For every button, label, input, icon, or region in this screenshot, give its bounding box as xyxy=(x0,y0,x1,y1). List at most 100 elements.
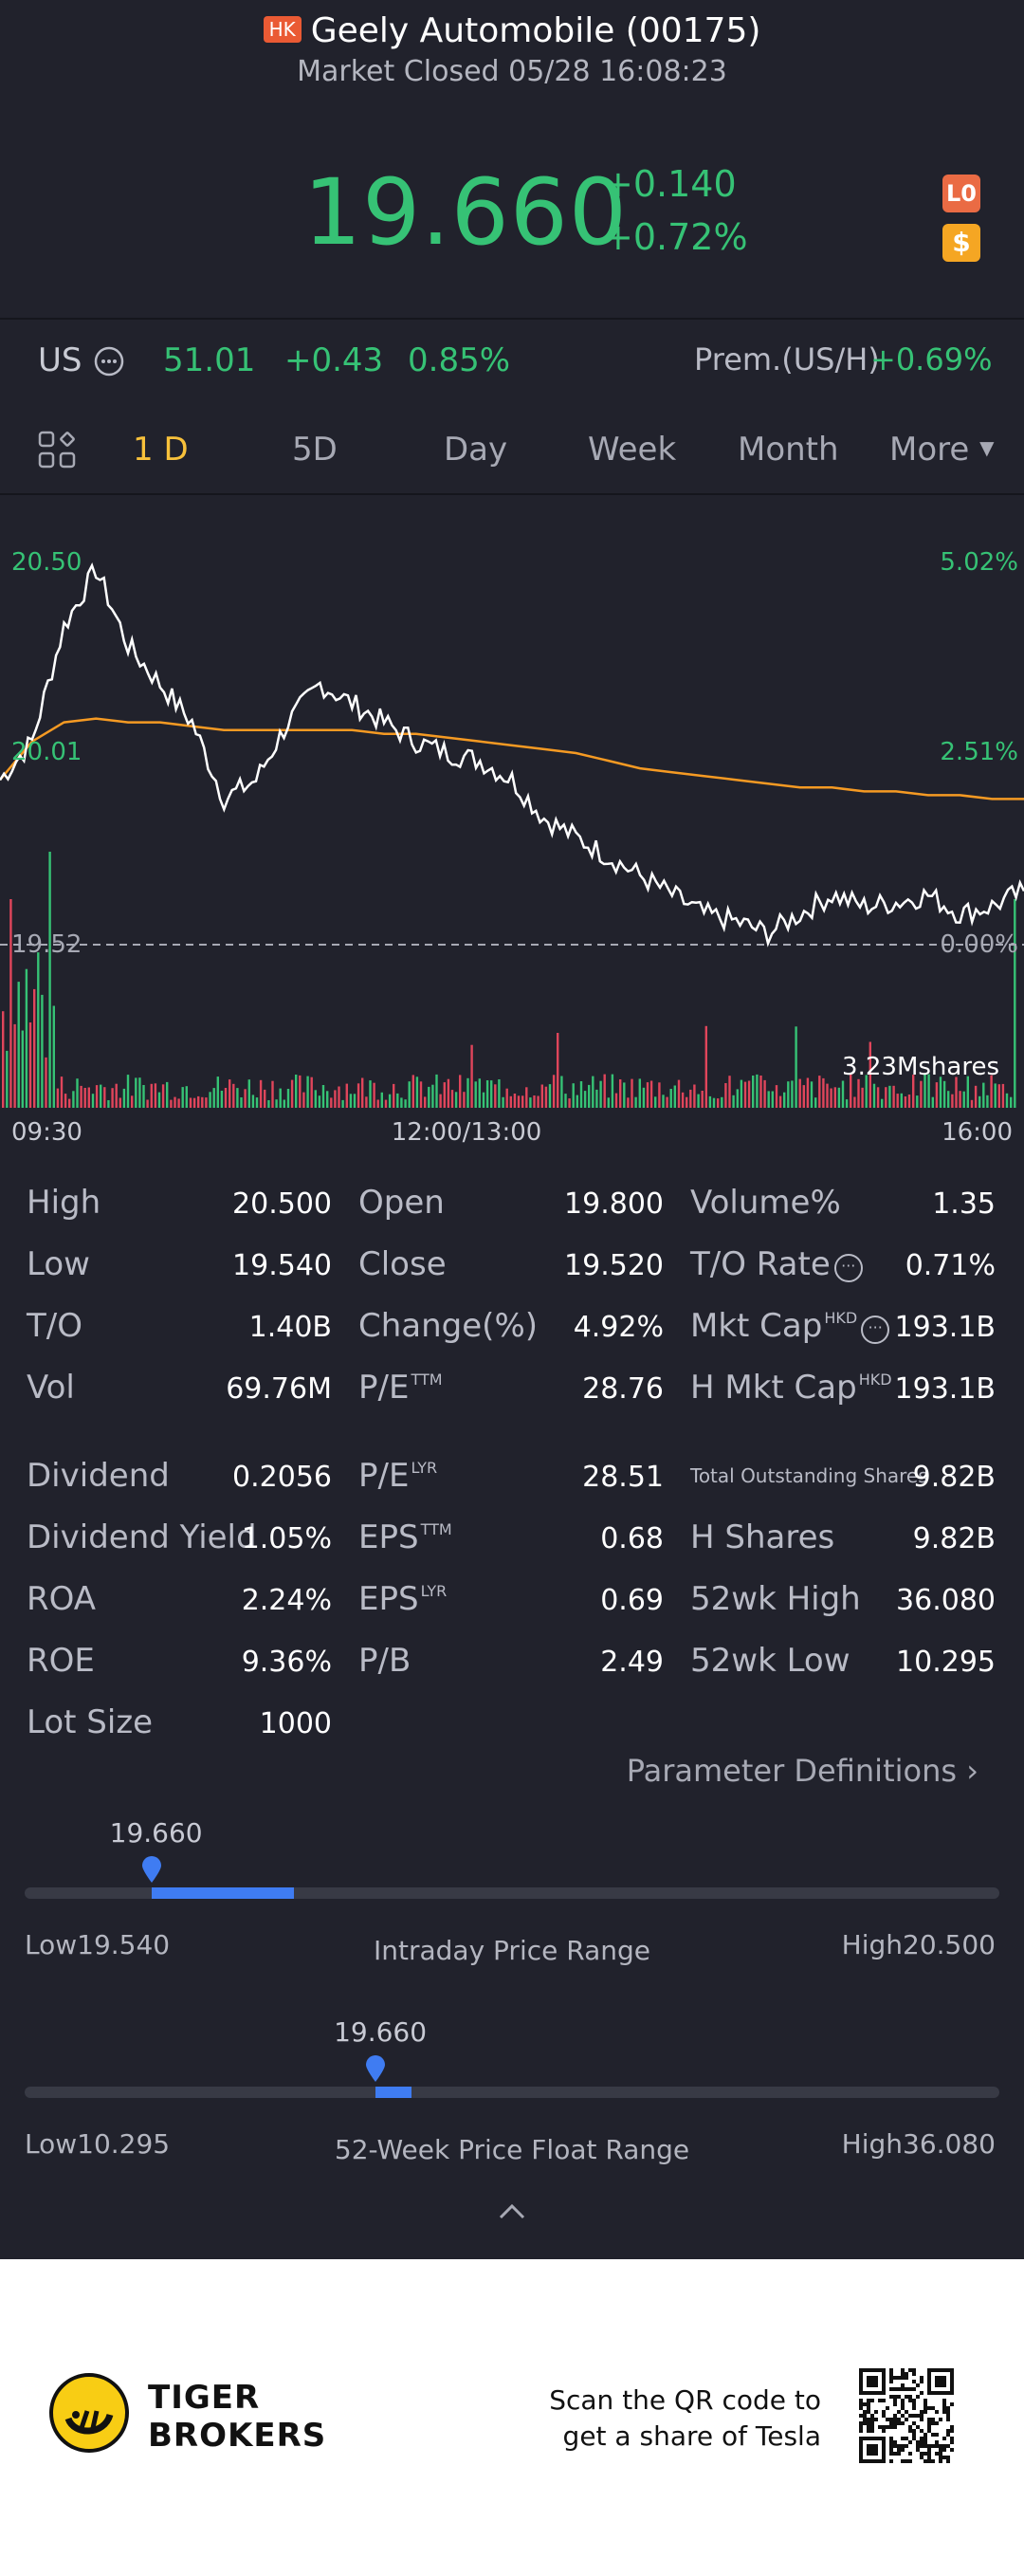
qr-module xyxy=(867,2402,870,2406)
volume-bar xyxy=(939,1076,942,1108)
volume-bar xyxy=(962,1091,965,1108)
low-value: 19.540 xyxy=(232,1249,332,1282)
qr-module xyxy=(920,2414,923,2418)
layout-grid-icon[interactable] xyxy=(38,431,78,470)
qr-module xyxy=(901,2448,905,2452)
qr-module xyxy=(867,2406,870,2410)
volume-bar xyxy=(52,1005,55,1108)
qr-module xyxy=(870,2429,874,2433)
volume-bar xyxy=(345,1083,348,1108)
lot-size-label: Lot Size xyxy=(27,1703,154,1741)
tab-5d[interactable]: 5D xyxy=(292,431,338,469)
volume-bar xyxy=(161,1084,165,1108)
dollar-icon[interactable]: $ xyxy=(942,224,980,262)
volume-bar xyxy=(119,1097,121,1108)
qr-module xyxy=(882,2414,886,2418)
brand-line-2: BROKERS xyxy=(148,2417,327,2455)
qr-module xyxy=(946,2444,950,2448)
qr-module xyxy=(931,2433,935,2437)
qr-module xyxy=(863,2410,867,2414)
parameter-definitions-link[interactable]: Parameter Definitions › xyxy=(627,1753,978,1789)
info-icon[interactable]: ··· xyxy=(833,1254,863,1282)
qr-module xyxy=(893,2399,897,2402)
qr-module xyxy=(908,2452,912,2456)
qr-module xyxy=(923,2399,927,2402)
tab-month[interactable]: Month xyxy=(738,431,839,469)
volume-bar xyxy=(557,1033,559,1108)
market-badge: HK xyxy=(263,16,302,43)
volume-bar xyxy=(614,1093,618,1108)
volume-bar xyxy=(48,852,51,1108)
qr-module xyxy=(882,2425,886,2429)
qr-module xyxy=(923,2444,927,2448)
qr-module xyxy=(901,2437,905,2440)
tab-day[interactable]: Day xyxy=(444,431,508,469)
more-info-icon[interactable] xyxy=(93,345,125,377)
parameter-definitions-label: Parameter Definitions xyxy=(626,1753,958,1789)
volume-bar xyxy=(279,1088,282,1108)
qr-module xyxy=(870,2418,874,2421)
volume-bar xyxy=(1005,1093,1009,1108)
mkt-cap-text: Mkt Cap xyxy=(690,1307,823,1345)
eps-ttm-text: EPS xyxy=(358,1518,419,1556)
qr-module xyxy=(901,2421,905,2425)
qr-module xyxy=(905,2395,908,2399)
qr-module xyxy=(912,2429,916,2433)
volume-bar xyxy=(885,1087,887,1108)
qr-module xyxy=(946,2410,950,2414)
volume-bar xyxy=(393,1083,395,1108)
volume-bar xyxy=(485,1080,489,1108)
qr-module xyxy=(942,2448,946,2452)
tab-more[interactable]: More ▼ xyxy=(889,431,995,469)
qr-module xyxy=(931,2444,935,2448)
qr-module xyxy=(889,2448,893,2452)
volume-bar xyxy=(978,1095,981,1108)
volume-bar xyxy=(916,1095,919,1108)
volume-bar xyxy=(482,1092,485,1108)
level-icon[interactable]: L0 xyxy=(942,175,980,212)
turnover-label: T/O xyxy=(27,1307,82,1345)
volume-bar xyxy=(724,1083,727,1108)
wk52-high: High36.080 xyxy=(841,2128,996,2160)
premium-label: Prem.(US/H) xyxy=(694,341,880,377)
qr-module xyxy=(942,2410,946,2414)
qr-module xyxy=(897,2387,901,2391)
volume-bar xyxy=(439,1094,442,1108)
volume-bar xyxy=(466,1077,469,1108)
qr-code[interactable] xyxy=(859,2368,954,2463)
volume-bar xyxy=(126,1075,130,1108)
stock-name: Geely Automobile (00175) xyxy=(310,11,761,50)
y-pct-low: 0.00% xyxy=(940,930,1018,959)
info-icon[interactable]: ··· xyxy=(861,1316,890,1344)
qr-module xyxy=(942,2456,946,2459)
volume-bar xyxy=(907,1095,911,1108)
volume-bar xyxy=(920,1080,923,1108)
high-label: High xyxy=(27,1184,101,1222)
qr-module xyxy=(939,2452,942,2456)
qr-module xyxy=(870,2425,874,2429)
chevron-up-icon[interactable] xyxy=(497,2202,527,2221)
qr-module xyxy=(897,2418,901,2421)
h-shares-value: 9.82B xyxy=(912,1522,996,1555)
volume-bar xyxy=(607,1097,610,1108)
volume-bar xyxy=(677,1079,681,1108)
pb-value: 2.49 xyxy=(600,1646,664,1679)
qr-module xyxy=(912,2433,916,2437)
pe-lyr-value: 28.51 xyxy=(582,1461,664,1494)
volume-bar xyxy=(334,1090,337,1108)
tab-1d[interactable]: 1 D xyxy=(133,431,189,469)
mkt-cap-sup: HKD xyxy=(824,1309,858,1327)
volume-bar xyxy=(592,1076,594,1108)
tab-week[interactable]: Week xyxy=(588,431,677,469)
volume-bar xyxy=(896,1094,899,1108)
qr-module xyxy=(908,2425,912,2429)
qr-module xyxy=(923,2437,927,2440)
intraday-chart[interactable]: 20.50 20.01 19.52 5.02% 2.51% 0.00% 3.23… xyxy=(0,493,1024,1157)
intraday-range-fill xyxy=(151,1887,294,1899)
volume-bar xyxy=(850,1074,852,1108)
volume-bar xyxy=(767,1091,770,1108)
volume-bar xyxy=(966,1076,969,1108)
qr-module xyxy=(920,2452,923,2456)
qr-module xyxy=(920,2380,923,2383)
qr-module xyxy=(912,2368,916,2372)
